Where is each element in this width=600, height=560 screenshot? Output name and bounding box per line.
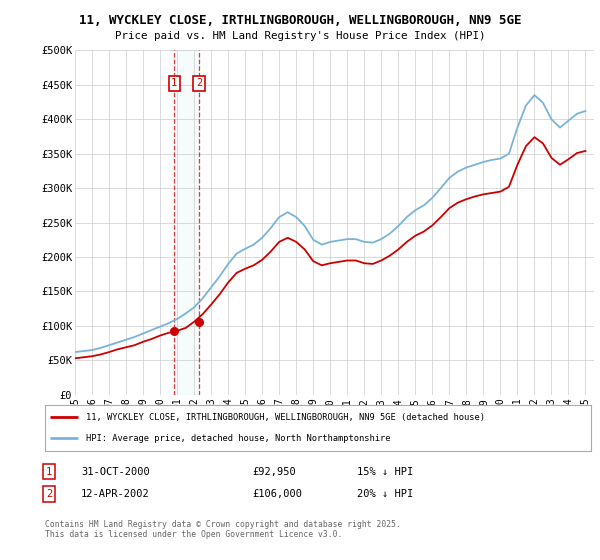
- Text: 31-OCT-2000: 31-OCT-2000: [81, 466, 150, 477]
- Text: HPI: Average price, detached house, North Northamptonshire: HPI: Average price, detached house, Nort…: [86, 434, 391, 443]
- Text: 2: 2: [46, 489, 52, 499]
- Bar: [174, 50, 199, 395]
- Text: Price paid vs. HM Land Registry's House Price Index (HPI): Price paid vs. HM Land Registry's House …: [115, 31, 485, 41]
- Text: 2: 2: [196, 78, 202, 88]
- Text: £92,950: £92,950: [252, 466, 296, 477]
- Text: 11, WYCKLEY CLOSE, IRTHLINGBOROUGH, WELLINGBOROUGH, NN9 5GE: 11, WYCKLEY CLOSE, IRTHLINGBOROUGH, WELL…: [79, 14, 521, 27]
- Text: 20% ↓ HPI: 20% ↓ HPI: [357, 489, 413, 499]
- Text: 15% ↓ HPI: 15% ↓ HPI: [357, 466, 413, 477]
- Text: 12-APR-2002: 12-APR-2002: [81, 489, 150, 499]
- Text: 11, WYCKLEY CLOSE, IRTHLINGBOROUGH, WELLINGBOROUGH, NN9 5GE (detached house): 11, WYCKLEY CLOSE, IRTHLINGBOROUGH, WELL…: [86, 413, 485, 422]
- Text: 1: 1: [171, 78, 178, 88]
- Text: 1: 1: [46, 466, 52, 477]
- Text: £106,000: £106,000: [252, 489, 302, 499]
- Text: Contains HM Land Registry data © Crown copyright and database right 2025.
This d: Contains HM Land Registry data © Crown c…: [45, 520, 401, 539]
